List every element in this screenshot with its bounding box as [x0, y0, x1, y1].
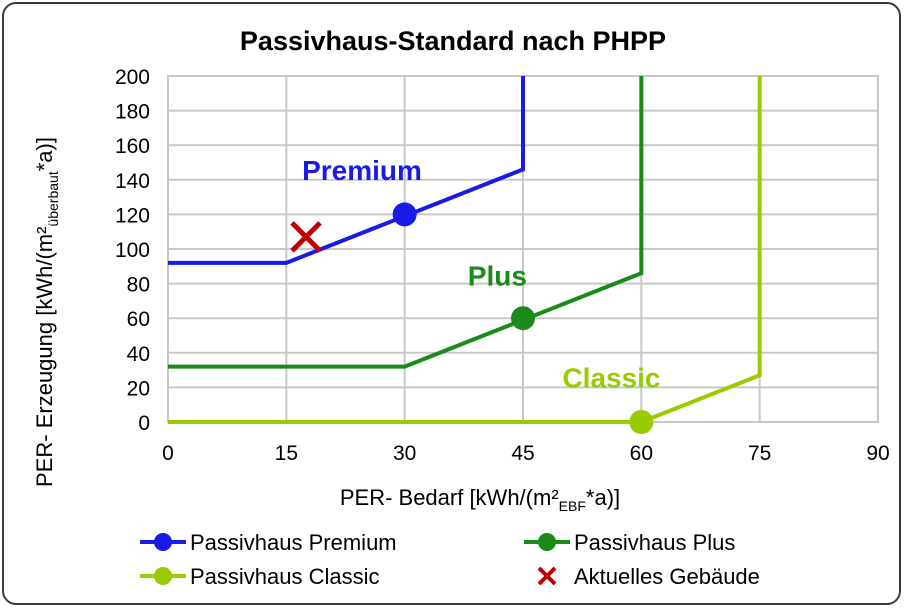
y-axis-label-tail: *a)] [32, 137, 57, 171]
y-tick-label-120: 120 [115, 204, 150, 227]
x-tick-label-30: 30 [393, 442, 416, 465]
legend-passivhaus-premium-marker [154, 533, 172, 551]
y-tick-label-100: 100 [115, 239, 150, 262]
x-tick-label-0: 0 [162, 442, 174, 465]
current-building-cross-b [290, 221, 322, 253]
x-tick-label-75: 75 [748, 442, 771, 465]
legend: Passivhaus Premium Passivhaus Plus Passivh… [140, 530, 760, 589]
legend-passivhaus-classic-label: Passivhaus Classic [190, 564, 380, 589]
y-tick-label-60: 60 [127, 308, 150, 331]
x-tick-label-90: 90 [866, 442, 889, 465]
chart-frame [2, 2, 901, 605]
y-tick-label-40: 40 [127, 343, 150, 366]
y-tick-label-20: 20 [127, 377, 150, 400]
x-axis-label-sub: EBF [559, 498, 586, 514]
y-tick-label-0: 0 [138, 412, 150, 435]
y-tick-labels: 0 20 40 60 80 100 120 140 160 180 200 [115, 66, 150, 435]
y-tick-label-140: 140 [115, 170, 150, 193]
y-tick-label-160: 160 [115, 135, 150, 158]
chart-title: Passivhaus-Standard nach PHPP [240, 26, 666, 56]
legend-aktuelles-gebäude-cross-b [537, 566, 557, 586]
passivhaus-premium-annotation: Premium [302, 155, 422, 186]
passivhaus-plus-marker [511, 306, 535, 331]
passivhaus-classic-annotation: Classic [562, 362, 660, 393]
passivhaus-classic-marker [629, 410, 654, 434]
y-axis-label-sub: überbaut [45, 171, 61, 226]
x-axis-label: PER- Bedarf [kWh/(m²EBF*a)] [340, 485, 620, 514]
passivhaus-classic-line [168, 76, 762, 424]
legend-passivhaus-classic-marker [154, 567, 172, 585]
y-axis-label-main: PER- Erzeugung [kWh/(m² [32, 227, 57, 487]
y-axis-label: PER- Erzeugung [kWh/(m²überbaut*a)] [32, 137, 61, 487]
legend-aktuelles-gebäude-label: Aktuelles Gebäude [574, 564, 760, 589]
y-tick-label-180: 180 [115, 101, 150, 124]
x-axis-label-main: PER- Bedarf [kWh/(m² [340, 485, 559, 510]
passivhaus-premium-marker [392, 202, 417, 227]
series-group [168, 76, 762, 434]
x-tick-labels: 0 15 30 45 60 75 90 [162, 442, 890, 465]
passivhaus-plus-annotation: Plus [468, 260, 527, 291]
legend-passivhaus-plus-label: Passivhaus Plus [574, 530, 735, 555]
x-tick-label-45: 45 [511, 442, 534, 465]
y-tick-label-200: 200 [115, 66, 150, 89]
x-tick-label-15: 15 [275, 442, 298, 465]
y-tick-label-80: 80 [127, 274, 150, 297]
legend-passivhaus-premium-label: Passivhaus Premium [190, 530, 397, 555]
x-tick-label-60: 60 [630, 442, 653, 465]
x-axis-label-tail: *a)] [586, 485, 620, 510]
legend-passivhaus-plus-marker [538, 533, 556, 551]
annotations: Premium Plus Classic [302, 155, 660, 394]
current-building [290, 221, 322, 253]
